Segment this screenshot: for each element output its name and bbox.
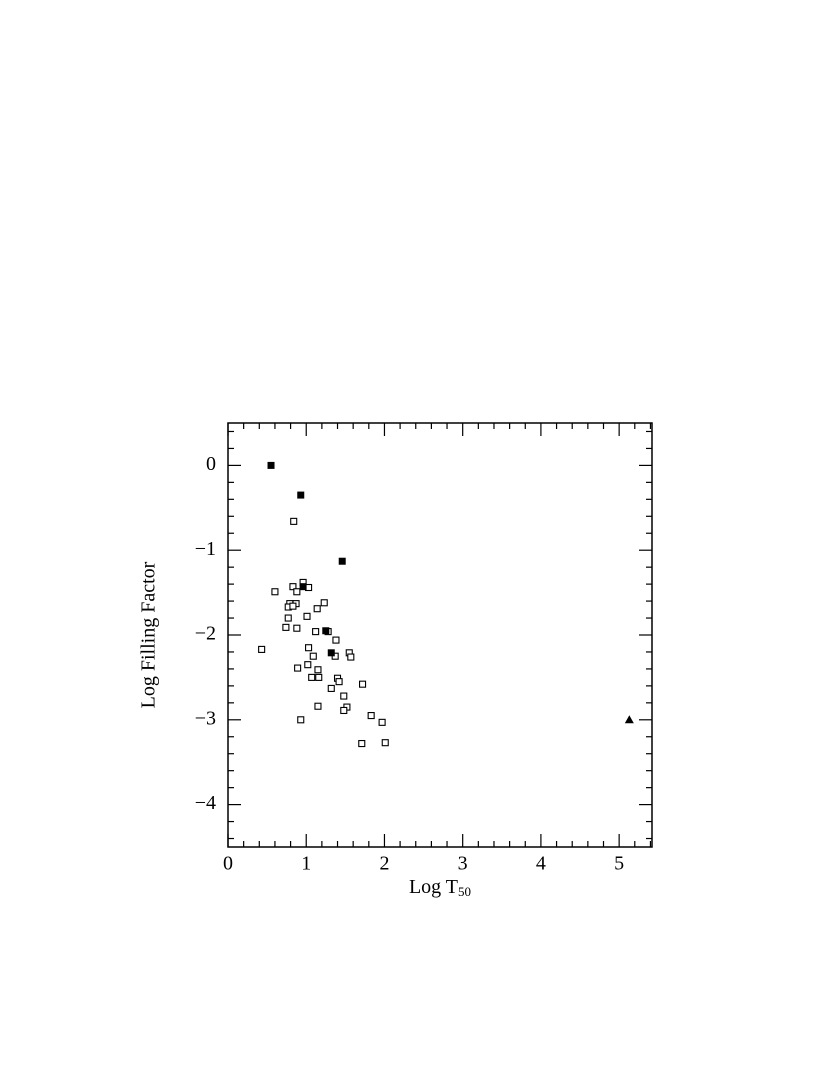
filled-square-point	[322, 627, 330, 635]
open-square-point	[358, 739, 366, 748]
open-square-point	[258, 645, 266, 653]
open-square-point	[303, 612, 311, 620]
x-tick-label: 3	[458, 853, 468, 875]
open-square-point	[304, 661, 312, 669]
x-tick-label: 5	[614, 853, 624, 875]
open-square-point	[284, 614, 292, 622]
open-square-point	[312, 628, 320, 636]
open-square-point	[308, 673, 316, 681]
open-square-point	[320, 599, 328, 607]
open-square-point	[359, 680, 367, 688]
open-square-point	[335, 678, 343, 686]
y-tick-label: 0	[206, 453, 216, 475]
open-square-point	[340, 706, 348, 715]
open-square-point	[340, 692, 348, 700]
y-tick-label: −1	[195, 538, 216, 560]
filled-square-point	[338, 557, 346, 565]
open-square-point	[347, 653, 355, 661]
x-axis-label-main: Log T	[409, 876, 458, 898]
open-square-point	[381, 739, 389, 747]
x-tick-label: 4	[536, 853, 546, 875]
x-axis-label-subscript: 50	[458, 884, 471, 899]
open-square-point	[314, 702, 322, 710]
open-square-point	[289, 602, 297, 610]
open-square-point	[313, 605, 321, 613]
y-tick-label: −4	[195, 792, 216, 814]
open-square-point	[309, 652, 317, 660]
x-axis-label: Log T50	[409, 876, 471, 899]
open-square-point	[289, 583, 297, 591]
y-tick-label: −3	[195, 707, 216, 729]
open-square-point	[293, 624, 301, 632]
open-square-point	[314, 666, 322, 674]
open-square-point	[367, 712, 375, 720]
filled-square-point	[297, 491, 305, 499]
filled-square-point	[267, 461, 275, 469]
open-square-point	[271, 588, 279, 596]
open-square-point	[315, 673, 323, 681]
filled-triangle-point	[624, 715, 634, 724]
x-tick-label: 0	[223, 853, 233, 875]
open-square-point	[294, 664, 302, 672]
x-tick-label: 2	[379, 853, 389, 875]
open-square-point	[290, 517, 298, 525]
open-square-point	[327, 684, 335, 692]
open-square-point	[305, 644, 313, 652]
open-square-point	[332, 636, 340, 644]
filled-square-point	[327, 649, 335, 657]
y-axis-label: Log Filling Factor	[138, 561, 160, 708]
filled-square-point	[299, 583, 307, 591]
open-square-point	[297, 716, 305, 724]
open-square-point	[293, 588, 301, 596]
open-square-point	[282, 623, 290, 631]
open-square-point	[378, 718, 386, 726]
y-tick-label: −2	[195, 623, 216, 645]
x-tick-label: 1	[301, 853, 311, 875]
plot-frame	[227, 422, 653, 848]
